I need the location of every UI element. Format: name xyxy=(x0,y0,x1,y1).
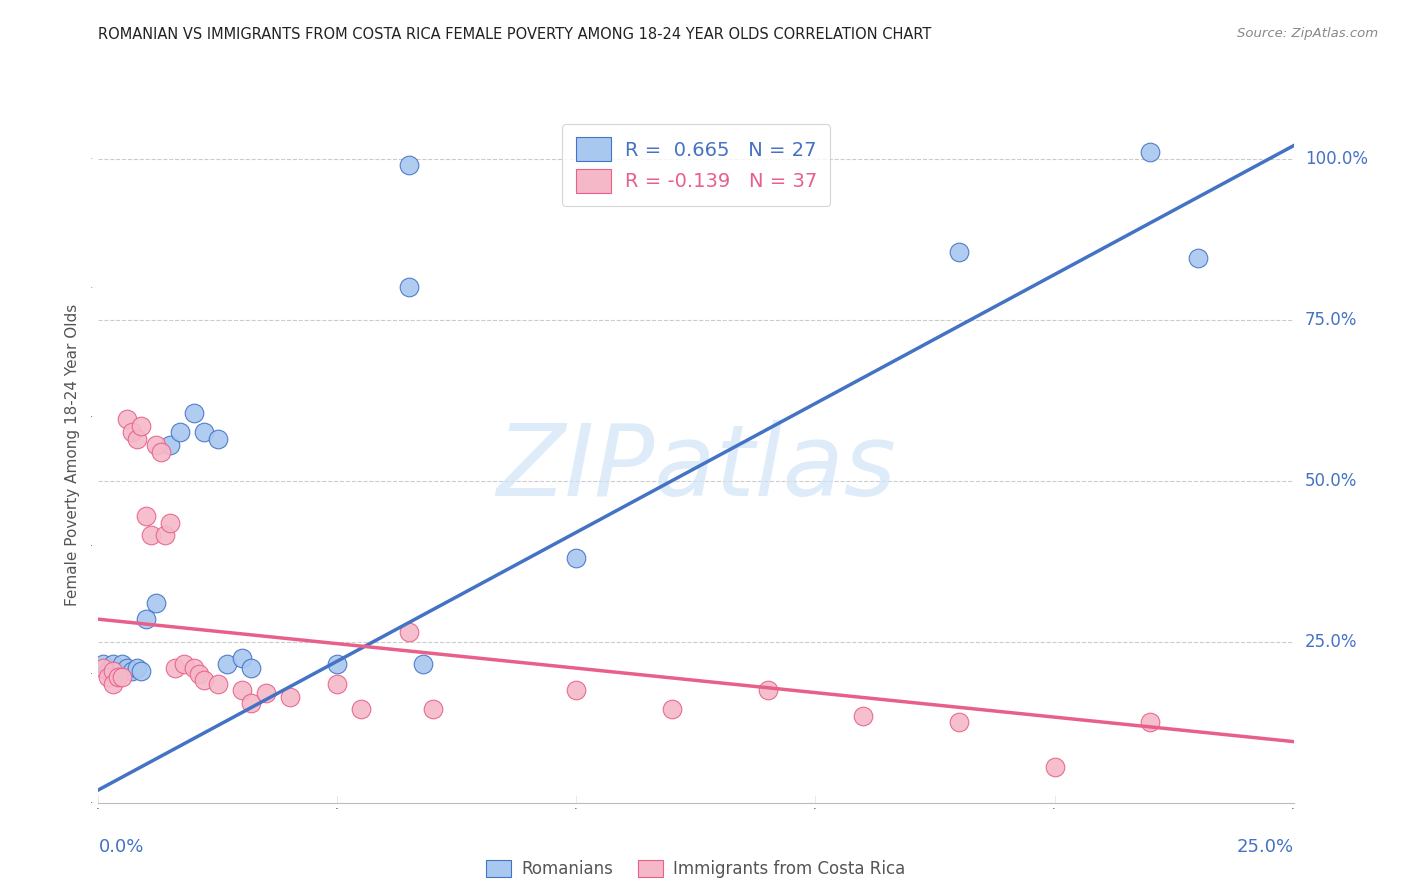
Point xyxy=(131,419,153,434)
Point xyxy=(852,708,875,723)
Point xyxy=(398,280,420,294)
Point xyxy=(91,660,114,674)
Point xyxy=(121,425,143,440)
Point xyxy=(155,528,177,542)
Point xyxy=(254,686,277,700)
Point xyxy=(412,657,434,672)
Point xyxy=(131,664,153,678)
Point xyxy=(163,660,186,674)
Point xyxy=(326,657,349,672)
Point xyxy=(139,528,162,542)
Point xyxy=(398,158,420,172)
Point xyxy=(422,702,444,716)
Text: 25.0%: 25.0% xyxy=(1236,838,1294,855)
Text: ROMANIAN VS IMMIGRANTS FROM COSTA RICA FEMALE POVERTY AMONG 18-24 YEAR OLDS CORR: ROMANIAN VS IMMIGRANTS FROM COSTA RICA F… xyxy=(98,27,932,42)
Point xyxy=(125,432,148,446)
Point xyxy=(326,676,349,690)
Text: ZIPatlas: ZIPatlas xyxy=(496,420,896,517)
Point xyxy=(231,651,253,665)
Point xyxy=(1139,145,1161,160)
Legend: Romanians, Immigrants from Costa Rica: Romanians, Immigrants from Costa Rica xyxy=(479,854,912,885)
Point xyxy=(111,670,134,684)
Point xyxy=(565,551,588,566)
Point xyxy=(101,676,124,690)
Point xyxy=(91,657,114,672)
Point xyxy=(135,612,157,626)
Point xyxy=(125,660,148,674)
Point xyxy=(101,664,124,678)
Point xyxy=(193,425,215,440)
Point xyxy=(97,664,120,678)
Point xyxy=(240,660,263,674)
Text: 25.0%: 25.0% xyxy=(1305,632,1357,651)
Point xyxy=(145,438,167,452)
Point xyxy=(115,412,138,426)
Point xyxy=(1187,252,1209,266)
Point xyxy=(183,660,205,674)
Text: 75.0%: 75.0% xyxy=(1305,310,1357,328)
Point xyxy=(159,438,181,452)
Point xyxy=(1139,715,1161,730)
Point xyxy=(169,425,191,440)
Text: 50.0%: 50.0% xyxy=(1305,472,1357,490)
Text: Source: ZipAtlas.com: Source: ZipAtlas.com xyxy=(1237,27,1378,40)
Point xyxy=(948,715,970,730)
Point xyxy=(217,657,239,672)
Point xyxy=(107,664,129,678)
Point xyxy=(107,670,129,684)
Point xyxy=(97,670,120,684)
Point xyxy=(1043,760,1066,774)
Point xyxy=(159,516,181,530)
Text: 0.0%: 0.0% xyxy=(98,838,143,855)
Point xyxy=(207,676,229,690)
Point xyxy=(115,660,138,674)
Y-axis label: Female Poverty Among 18-24 Year Olds: Female Poverty Among 18-24 Year Olds xyxy=(65,304,80,606)
Point xyxy=(240,696,263,710)
Point xyxy=(121,664,143,678)
Point xyxy=(145,596,167,610)
Text: 100.0%: 100.0% xyxy=(1305,150,1368,168)
Point xyxy=(948,244,970,259)
Point xyxy=(149,444,172,458)
Point xyxy=(207,432,229,446)
Point xyxy=(101,657,124,672)
Point xyxy=(661,702,683,716)
Point xyxy=(756,683,779,698)
Point xyxy=(193,673,215,688)
Point xyxy=(173,657,195,672)
Point xyxy=(111,657,134,672)
Point xyxy=(350,702,373,716)
Point xyxy=(187,667,209,681)
Point xyxy=(135,509,157,524)
Point xyxy=(278,690,301,704)
Point xyxy=(231,683,253,698)
Point xyxy=(398,625,420,640)
Point xyxy=(183,406,205,420)
Point xyxy=(565,683,588,698)
